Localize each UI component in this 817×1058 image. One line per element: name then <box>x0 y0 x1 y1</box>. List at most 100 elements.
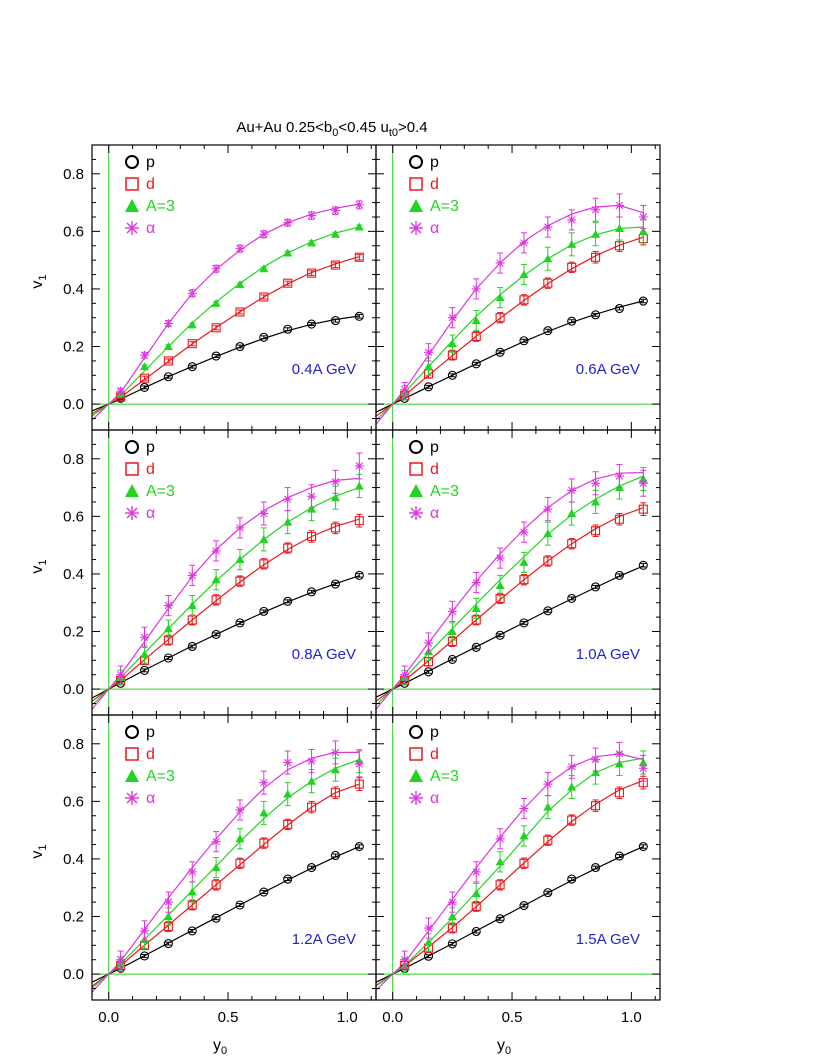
data-point <box>259 534 269 543</box>
series-α <box>116 200 364 396</box>
data-point <box>495 630 505 640</box>
data-point <box>140 632 150 642</box>
data-point <box>354 222 364 231</box>
fit-curve-d <box>92 256 360 415</box>
data-point <box>307 587 317 597</box>
data-point <box>614 471 624 481</box>
legend-marker <box>125 506 139 520</box>
data-point <box>543 278 553 288</box>
data-point <box>235 858 245 868</box>
data-point <box>211 863 221 872</box>
data-point <box>283 494 293 504</box>
data-point <box>638 296 648 306</box>
data-point <box>543 222 553 232</box>
data-point <box>211 837 221 847</box>
energy-label: 0.8A GeV <box>292 646 356 663</box>
title-part-2: <0.45 u <box>338 119 388 136</box>
series-d <box>116 252 364 402</box>
legend-label: A=3 <box>430 483 459 500</box>
data-point <box>163 601 173 611</box>
data-point <box>211 298 221 307</box>
data-point <box>187 362 197 372</box>
data-point <box>187 926 197 936</box>
data-point <box>307 238 317 247</box>
panel-1: 0.0 0.2 0.4 0.6 0.8 v1 pd A=3 α 0.4A GeV <box>29 144 377 431</box>
data-point <box>591 205 601 215</box>
data-point <box>283 789 293 798</box>
data-point <box>424 937 434 946</box>
data-point <box>495 553 505 563</box>
data-point <box>519 336 529 346</box>
data-point <box>139 951 150 961</box>
legend-item-p: p <box>409 724 439 741</box>
data-point <box>614 570 624 580</box>
data-point <box>447 912 457 921</box>
data-point <box>139 373 150 383</box>
data-point <box>424 362 434 371</box>
fit-curve-p <box>92 846 360 983</box>
x-tick-label: 0.5 <box>218 1009 239 1026</box>
ticks <box>376 145 660 430</box>
fit-curve-p <box>376 565 644 698</box>
legend-marker <box>409 462 423 476</box>
x-tick-label: 0.0 <box>382 1009 403 1026</box>
data-point <box>447 339 457 348</box>
data-point <box>187 570 197 580</box>
panel-plot-area <box>376 145 660 430</box>
data-point <box>330 229 340 238</box>
data-point <box>116 386 126 396</box>
legend-item-A=3: A=3 <box>125 483 175 500</box>
legend-marker <box>409 177 423 191</box>
data-point <box>116 955 126 965</box>
x-axis-label: y0 <box>497 1037 511 1057</box>
legend-item-α: α <box>125 505 155 522</box>
fit-curve-d <box>92 518 360 702</box>
data-point <box>614 749 624 759</box>
data-point <box>211 546 221 556</box>
fit-curve-p <box>376 300 644 413</box>
data-point <box>307 776 317 785</box>
data-point <box>591 497 601 506</box>
legend-label: α <box>430 220 439 237</box>
y-axis-label: v1 <box>29 274 49 288</box>
legend-marker <box>409 747 423 761</box>
legend-item-d: d <box>409 746 439 763</box>
legend-label: d <box>146 176 155 193</box>
data-point <box>140 362 150 371</box>
legend-label: A=3 <box>430 198 459 215</box>
y-label-main: v <box>29 851 46 859</box>
data-point <box>543 504 553 514</box>
data-point <box>259 838 269 848</box>
y-axis-label: v1 <box>29 559 49 573</box>
data-point <box>567 593 577 603</box>
data-point <box>495 580 505 589</box>
data-point <box>543 556 553 566</box>
data-point <box>259 808 269 817</box>
legend-item-d: d <box>125 746 155 763</box>
x-label-subscript: 0 <box>505 1045 511 1057</box>
data-point <box>330 493 340 502</box>
y-label-subscript: 1 <box>37 559 49 565</box>
legend-label: α <box>146 220 155 237</box>
panel-5: 0.0 0.2 0.4 0.6 0.8 v1 0.0 0.5 1.0 y0 pd A=3 α 1.2A G… <box>29 714 377 1057</box>
y-tick-label: 0.0 <box>63 681 84 698</box>
data-point <box>283 248 293 257</box>
data-point <box>330 316 340 326</box>
ticks <box>92 715 376 1000</box>
data-point <box>235 900 245 910</box>
legend-item-p: p <box>125 154 155 171</box>
data-point <box>140 350 150 360</box>
ticks <box>376 715 660 1000</box>
legend-item-d: d <box>409 176 439 193</box>
legend-item-A=3: A=3 <box>409 198 459 215</box>
data-point <box>283 278 293 288</box>
data-point <box>235 805 245 815</box>
legend-label: α <box>146 790 155 807</box>
data-point <box>471 359 481 369</box>
data-point <box>235 523 245 533</box>
series-p <box>116 311 364 403</box>
x-label-main: y <box>213 1037 221 1054</box>
legend-item-A=3: A=3 <box>125 768 175 785</box>
legend-label: d <box>430 176 439 193</box>
